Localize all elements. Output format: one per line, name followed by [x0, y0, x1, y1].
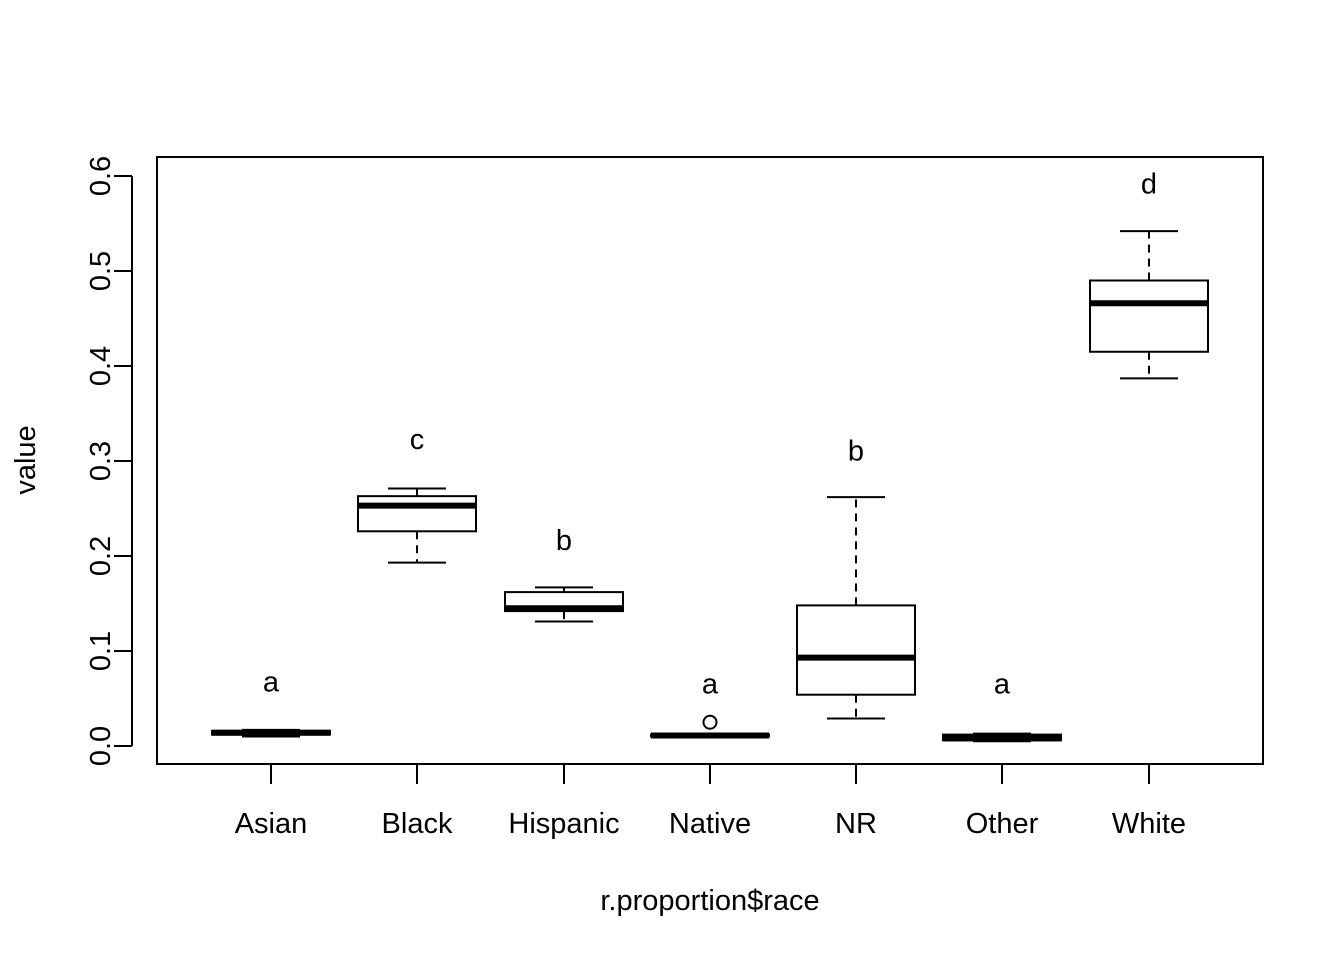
y-tick-label: 0.3 — [85, 441, 117, 481]
x-tick-label: Other — [966, 808, 1039, 840]
group-letter: a — [702, 668, 719, 700]
y-tick-label: 0.4 — [85, 346, 117, 386]
y-tick-label: 0.0 — [85, 726, 117, 766]
y-tick-label: 0.2 — [85, 536, 117, 576]
box-other: a — [942, 668, 1062, 743]
group-letter: a — [263, 666, 280, 698]
x-tick-label: White — [1112, 808, 1186, 840]
box-nr: b — [796, 436, 916, 720]
box-iqr — [796, 604, 916, 696]
box-native: a — [650, 668, 770, 739]
outlier-point — [702, 714, 718, 730]
y-tick-label: 0.6 — [85, 156, 117, 196]
x-axis: Asian Black Hispanic Native NR Other White — [235, 764, 1186, 840]
y-tick-label: 0.5 — [85, 251, 117, 291]
group-letter: b — [848, 436, 864, 468]
group-letter: a — [994, 668, 1011, 700]
box-hispanic: b — [504, 525, 624, 623]
box-asian: a — [211, 666, 331, 738]
y-axis-label: value — [10, 425, 42, 494]
group-letter: d — [1141, 169, 1157, 201]
x-axis-label: r.proportion$race — [600, 885, 819, 917]
boxes: a c b a b a d — [211, 169, 1209, 743]
box-white: d — [1089, 169, 1209, 380]
x-tick-label: Black — [382, 808, 453, 840]
box-iqr — [1089, 279, 1209, 353]
x-tick-label: Native — [669, 808, 751, 840]
group-letter: b — [556, 525, 572, 557]
y-axis: 0.0 0.1 0.2 0.3 0.4 0.5 0.6 — [85, 156, 133, 766]
box-black: c — [357, 424, 477, 564]
x-tick-label: Asian — [235, 808, 308, 840]
group-letter: c — [410, 424, 425, 456]
y-tick-label: 0.1 — [85, 631, 117, 671]
box-iqr — [357, 495, 477, 533]
x-tick-label: Hispanic — [508, 808, 619, 840]
x-tick-label: NR — [835, 808, 877, 840]
